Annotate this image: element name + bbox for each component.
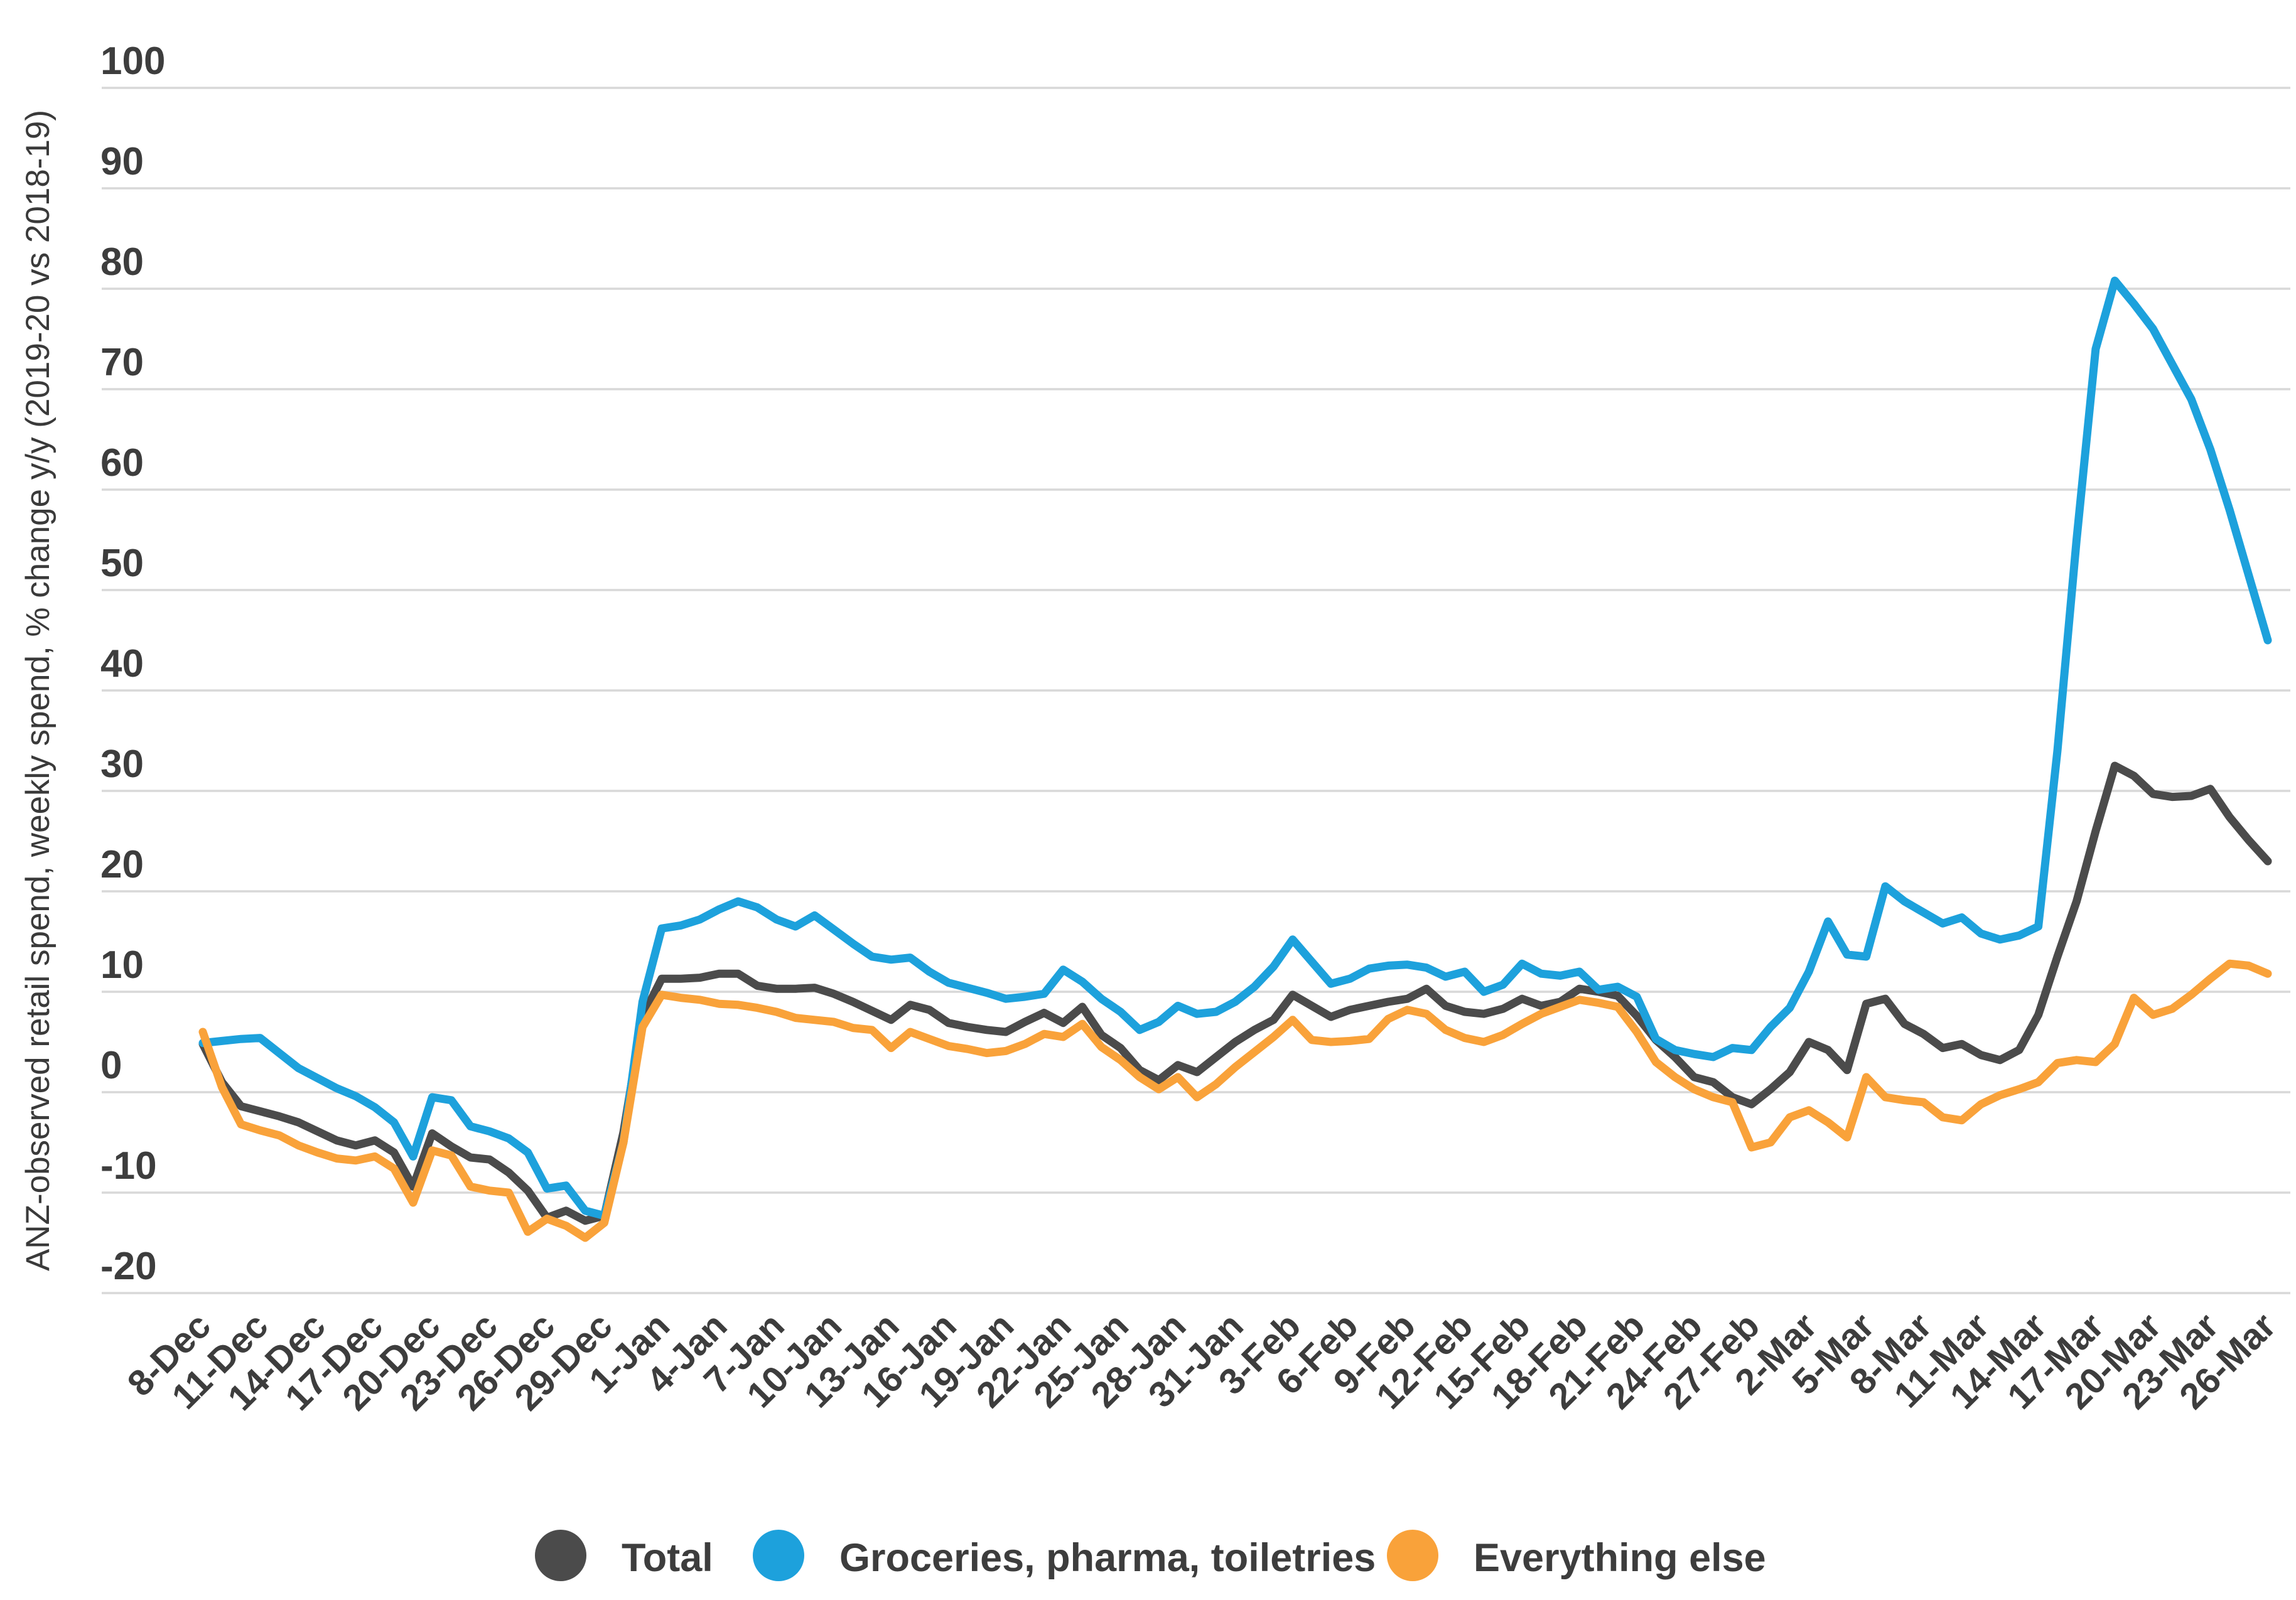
legend-dot-total <box>535 1530 586 1581</box>
legend-label-everything-else: Everything else <box>1474 1536 1766 1580</box>
legend-dot-everything-else <box>1387 1530 1438 1581</box>
y-tick-label-30: 30 <box>100 743 144 786</box>
y-tick-label-10: 10 <box>100 943 144 987</box>
legend-dot-groceries <box>753 1530 804 1581</box>
series-lines <box>198 276 2272 1242</box>
series-line-total <box>198 761 2272 1225</box>
y-tick-label-60: 60 <box>100 441 144 485</box>
series-line-everything-else <box>198 959 2272 1242</box>
y-tick-label-90: 90 <box>100 140 144 183</box>
gridlines <box>102 87 2290 1294</box>
x-axis-tick-labels: 8-Dec11-Dec14-Dec17-Dec20-Dec23-Dec26-De… <box>120 1305 2284 1418</box>
series-line-groceries-pharma-toiletries <box>198 276 2272 1220</box>
y-tick-label-100: 100 <box>100 40 165 83</box>
legend-label-groceries: Groceries, pharma, toiletries <box>839 1536 1376 1580</box>
y-tick-label-0: 0 <box>100 1044 122 1087</box>
legend: Total Groceries, pharma, toiletries Ever… <box>535 1530 1766 1581</box>
y-axis-title: ANZ-observed retail spend, weekly spend,… <box>19 110 57 1271</box>
y-tick-label-80: 80 <box>100 240 144 284</box>
y-tick-label-50: 50 <box>100 542 144 585</box>
y-tick-label-40: 40 <box>100 642 144 685</box>
y-tick-label-70: 70 <box>100 341 144 384</box>
legend-label-total: Total <box>622 1536 713 1580</box>
y-tick-label--20: -20 <box>100 1245 157 1288</box>
y-tick-label-20: 20 <box>100 843 144 886</box>
y-tick-label--10: -10 <box>100 1144 157 1188</box>
